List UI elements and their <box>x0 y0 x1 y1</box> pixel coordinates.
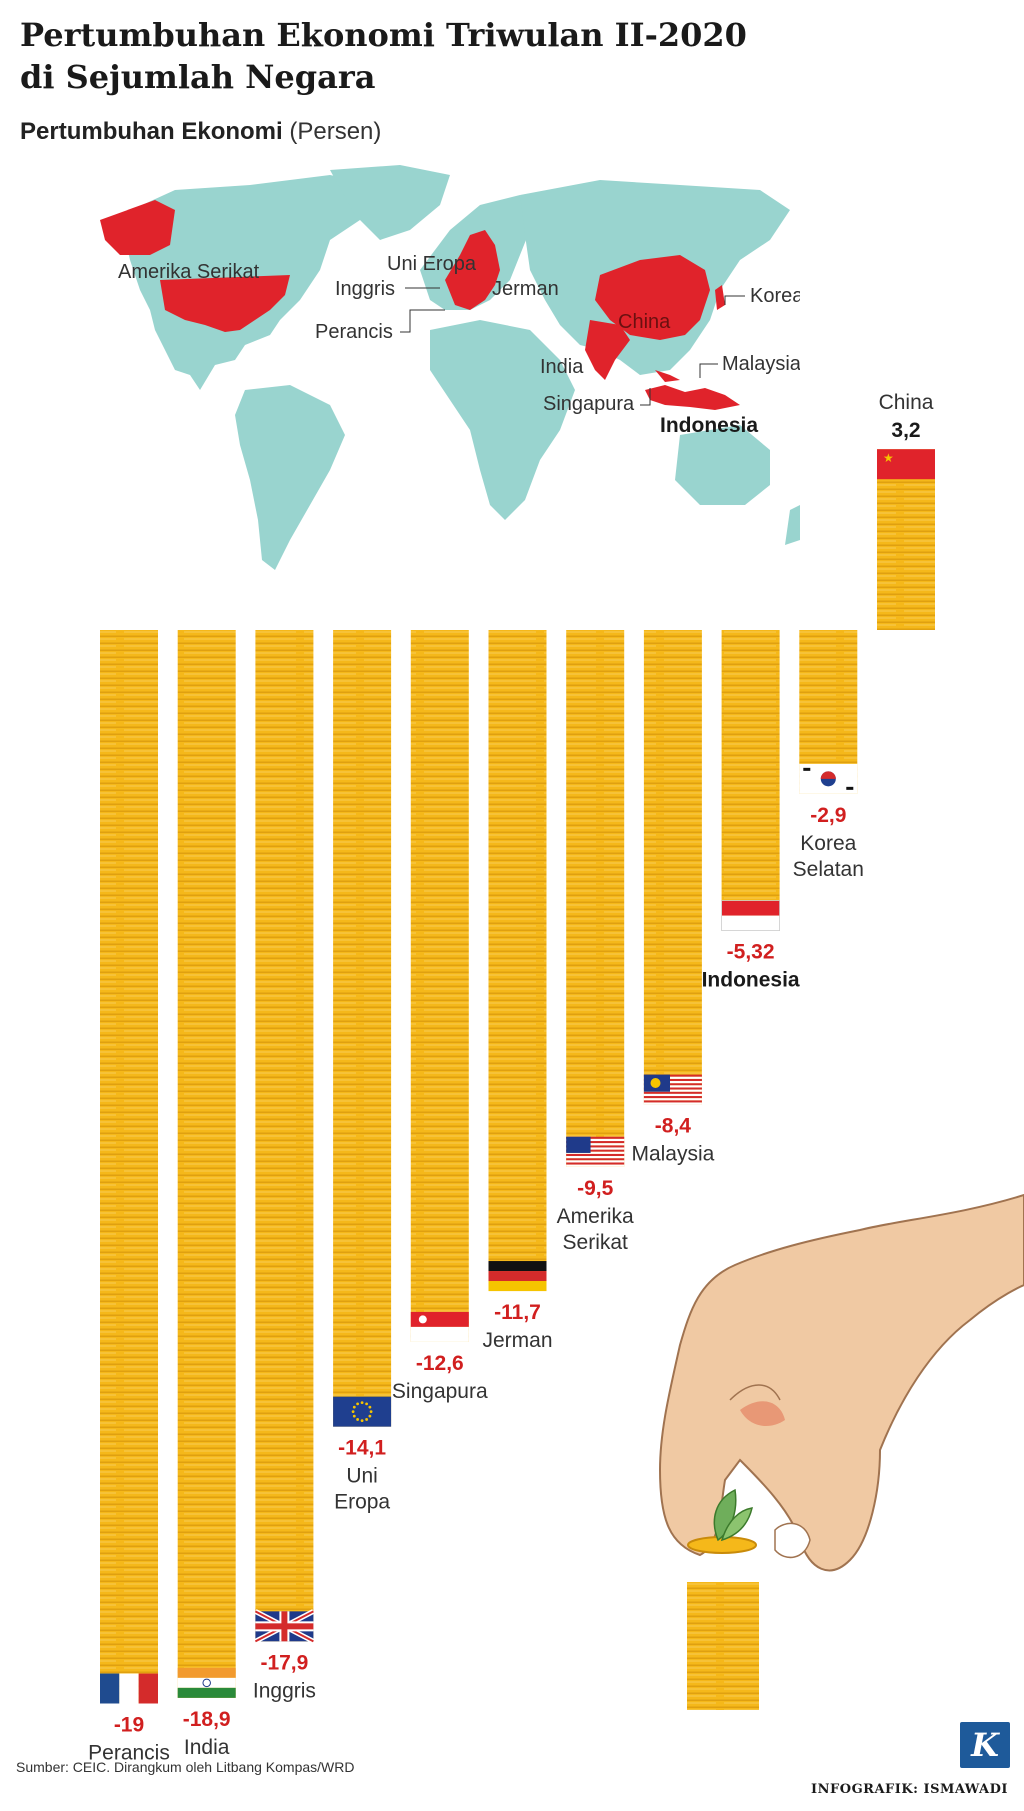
eu-flag-icon <box>333 1396 392 1427</box>
bar-jerman <box>488 630 547 1292</box>
source-note: Sumber: CEIC. Dirangkum oleh Litbang Kom… <box>16 1759 355 1775</box>
alaska-shape <box>100 200 175 255</box>
value-label-india: -18,9 <box>183 1708 231 1731</box>
category-label-korea-selatan: Selatan <box>793 858 864 881</box>
greenland-landmass <box>330 165 450 240</box>
category-label-malaysia: Malaysia <box>631 1143 714 1166</box>
kompas-logo-icon: K <box>960 1722 1010 1768</box>
singapore-flag-icon <box>410 1311 469 1342</box>
map-label-eu: Uni Eropa <box>387 253 477 275</box>
bars-group <box>100 449 935 1704</box>
infographic-credit: INFOGRAFIK: ISMAWADI <box>811 1782 1008 1797</box>
india-shape <box>585 320 630 380</box>
map-label-india: India <box>540 356 584 378</box>
value-label-china: 3,2 <box>891 419 920 442</box>
category-label-uni-eropa: Uni <box>346 1465 378 1488</box>
category-label-indonesia: Indonesia <box>702 969 800 992</box>
value-label-indonesia: -5,32 <box>727 941 775 964</box>
usa-shape <box>160 275 290 332</box>
south-america-landmass <box>235 385 345 570</box>
map-label-indonesia: Indonesia <box>660 414 758 437</box>
subtitle-unit: (Persen) <box>289 118 382 145</box>
value-label-inggris: -17,9 <box>260 1651 308 1674</box>
france-flag-icon <box>100 1673 158 1704</box>
category-label-amerika-serikat: Amerika <box>557 1205 634 1228</box>
category-label-singapura: Singapura <box>392 1380 488 1403</box>
malaysia-shape <box>655 370 680 382</box>
bar-uni-eropa <box>333 630 392 1427</box>
category-label-china: China <box>879 391 934 414</box>
bar-singapura <box>410 630 469 1342</box>
value-label-malaysia: -8,4 <box>655 1115 692 1138</box>
map-pointer-france <box>400 309 445 333</box>
germany-flag-icon <box>488 1261 547 1292</box>
category-label-inggris: Inggris <box>253 1679 316 1702</box>
eu-shape <box>445 230 500 310</box>
uk-flag-icon <box>254 1609 315 1644</box>
indonesia-flag-icon <box>721 900 780 931</box>
map-label-usa: Amerika Serikat <box>118 261 260 283</box>
bar-india <box>177 630 236 1698</box>
indonesia-shape <box>645 385 740 410</box>
world-map: Amerika Serikat Uni Eropa Inggris Jerman… <box>100 165 800 570</box>
korea-shape <box>715 285 725 310</box>
malaysia-flag-icon <box>643 1074 702 1105</box>
australia-landmass <box>675 425 770 505</box>
bar-perancis <box>100 630 158 1704</box>
category-label-india: India <box>184 1736 230 1759</box>
title-line-1: Pertumbuhan Ekonomi Triwulan II-2020 <box>20 16 747 54</box>
korea-flag-icon <box>799 763 858 794</box>
hand-coin-stack <box>687 1582 759 1710</box>
value-label-uni-eropa: -14,1 <box>338 1437 386 1460</box>
category-label-korea-selatan: Korea <box>800 832 856 855</box>
india-flag-icon <box>177 1667 236 1698</box>
map-label-korea: Korea Selatan <box>750 285 800 307</box>
map-pointer-malaysia <box>699 363 718 378</box>
map-pointer-korea <box>724 295 745 305</box>
svg-text:★: ★ <box>883 451 894 465</box>
bar-malaysia <box>643 630 702 1105</box>
page-title: Pertumbuhan Ekonomi Triwulan II-2020 di … <box>20 14 840 98</box>
china-flag-icon: ★ <box>877 449 935 480</box>
bar-indonesia <box>721 630 780 931</box>
value-label-singapura: -12,6 <box>416 1352 464 1375</box>
bar-china <box>877 449 935 630</box>
value-label-perancis: -19 <box>114 1714 144 1737</box>
value-label-korea-selatan: -2,9 <box>810 804 846 827</box>
map-label-china: China <box>618 311 671 333</box>
usa-flag-icon <box>566 1136 625 1167</box>
map-label-france: Perancis <box>315 321 393 343</box>
new-zealand-landmass <box>785 505 800 545</box>
title-line-2: di Sejumlah Negara <box>20 58 376 96</box>
bar-korea-selatan <box>799 630 858 794</box>
map-label-singapore: Singapura <box>543 393 635 415</box>
category-label-uni-eropa: Eropa <box>334 1491 390 1514</box>
chart-subtitle: Pertumbuhan Ekonomi (Persen) <box>20 118 381 146</box>
map-pointer-singapore <box>640 388 651 406</box>
category-label-jerman: Jerman <box>482 1329 552 1352</box>
bar-amerika-serikat <box>566 630 625 1167</box>
map-label-germany: Jerman <box>492 278 559 300</box>
hand-illustration <box>658 1193 1024 1572</box>
africa-landmass <box>430 320 575 520</box>
subtitle-main: Pertumbuhan Ekonomi <box>20 118 283 145</box>
bar-inggris <box>255 630 314 1642</box>
falling-coin <box>687 1488 757 1554</box>
value-label-amerika-serikat: -9,5 <box>577 1177 614 1200</box>
china-shape <box>595 255 710 340</box>
value-label-jerman: -11,7 <box>494 1301 541 1324</box>
category-label-amerika-serikat: Serikat <box>563 1231 629 1254</box>
flags-group: ★ <box>100 449 935 1704</box>
map-label-uk: Inggris <box>335 278 395 300</box>
map-label-malaysia: Malaysia <box>722 353 800 375</box>
